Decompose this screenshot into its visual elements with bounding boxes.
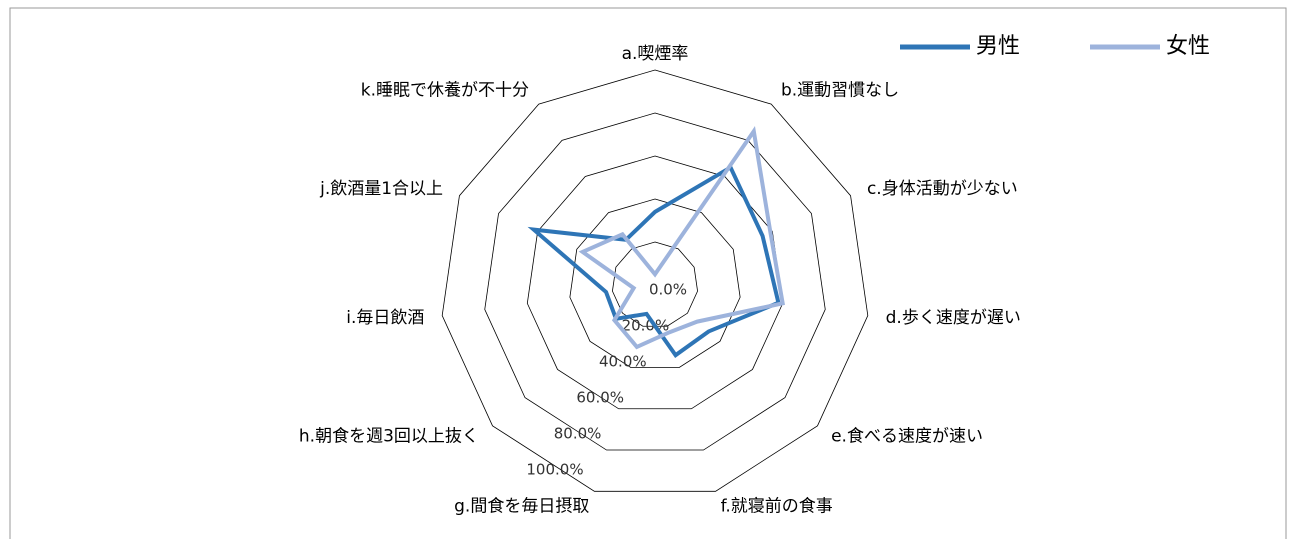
tick-label: 0.0% — [649, 281, 687, 299]
tick-label: 80.0% — [554, 425, 602, 443]
grid-ring — [569, 198, 741, 368]
tick-label: 60.0% — [576, 389, 624, 407]
category-label: c.身体活動が少ない — [867, 179, 1018, 199]
category-label: i.毎日飲酒 — [346, 308, 424, 328]
category-label: k.睡眠で休養が不十分 — [361, 81, 529, 101]
category-label: d.歩く速度が遅い — [886, 308, 1021, 328]
series-line — [578, 126, 785, 350]
grid-ring — [484, 112, 826, 451]
tick-label: 100.0% — [526, 461, 583, 479]
category-label: j.飲酒量1合以上 — [319, 179, 443, 199]
category-label: b.運動習慣なし — [781, 81, 899, 101]
grid-ring — [441, 69, 869, 492]
legend-label: 男性 — [976, 34, 1020, 59]
category-label: g.間食を毎日摂取 — [454, 497, 589, 517]
category-label: f.就寝前の食事 — [721, 496, 833, 517]
legend-label: 女性 — [1166, 34, 1210, 59]
grid-ring — [526, 155, 784, 410]
category-label: e.食べる速度が速い — [831, 426, 983, 446]
tick-label: 40.0% — [599, 353, 647, 371]
category-label: a.喫煙率 — [622, 44, 689, 64]
chart-frame — [9, 7, 1287, 539]
category-label: h.朝食を週3回以上抜く — [299, 426, 479, 446]
tick-label: 20.0% — [622, 317, 670, 335]
